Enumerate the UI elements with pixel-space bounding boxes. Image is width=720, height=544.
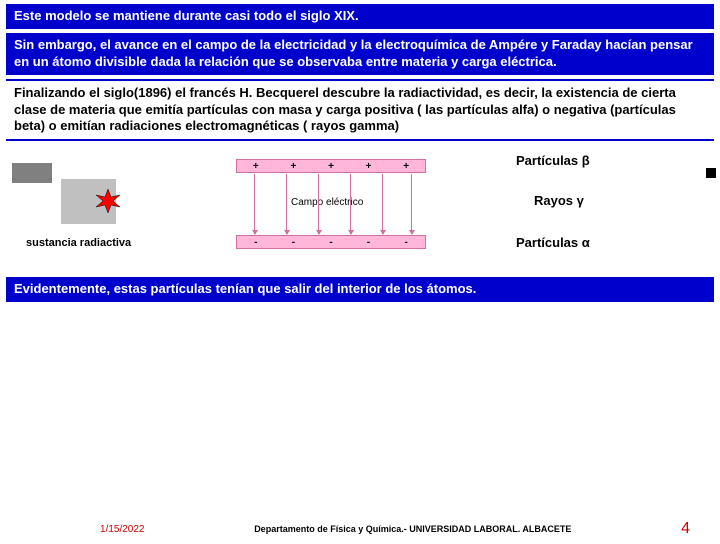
field-label: Campo eléctrico: [291, 197, 363, 208]
burst-icon: [94, 187, 122, 215]
source-inner: [12, 163, 52, 183]
minus-sign: -: [292, 237, 295, 248]
field-arrow: [350, 174, 351, 234]
page-number: 4: [681, 520, 690, 538]
minus-sign: -: [254, 237, 257, 248]
label-beta: Partículas β: [516, 153, 590, 168]
source-hole: [706, 168, 716, 178]
text-box-4: Evidentemente, estas partículas tenían q…: [6, 277, 714, 302]
field-arrow: [411, 174, 412, 234]
field-arrow: [286, 174, 287, 234]
positive-plate: + + + + +: [236, 159, 426, 173]
footer: 1/15/2022 Departamento de Física y Quími…: [0, 520, 720, 538]
text-box-1: Este modelo se mantiene durante casi tod…: [6, 4, 714, 29]
field-arrow: [254, 174, 255, 234]
source-label: sustancia radiactiva: [26, 237, 131, 249]
field-arrow: [382, 174, 383, 234]
minus-sign: -: [405, 237, 408, 248]
footer-date: 1/15/2022: [100, 524, 145, 535]
text-box-2: Sin embargo, el avance en el campo de la…: [6, 33, 714, 75]
plus-sign: +: [366, 161, 372, 172]
negative-plate: - - - - -: [236, 235, 426, 249]
label-alpha: Partículas α: [516, 235, 590, 250]
plus-sign: +: [403, 161, 409, 172]
field-arrow: [318, 174, 319, 234]
text-box-3: Finalizando el siglo(1896) el francés H.…: [6, 79, 714, 142]
minus-sign: -: [367, 237, 370, 248]
footer-dept: Departamento de Física y Química.- UNIVE…: [145, 524, 682, 534]
plus-sign: +: [290, 161, 296, 172]
radioactivity-diagram: sustancia radiactiva + + + + + - - - - -…: [6, 149, 714, 269]
label-gamma: Rayos γ: [534, 193, 584, 208]
plus-sign: +: [253, 161, 259, 172]
minus-sign: -: [329, 237, 332, 248]
plus-sign: +: [328, 161, 334, 172]
